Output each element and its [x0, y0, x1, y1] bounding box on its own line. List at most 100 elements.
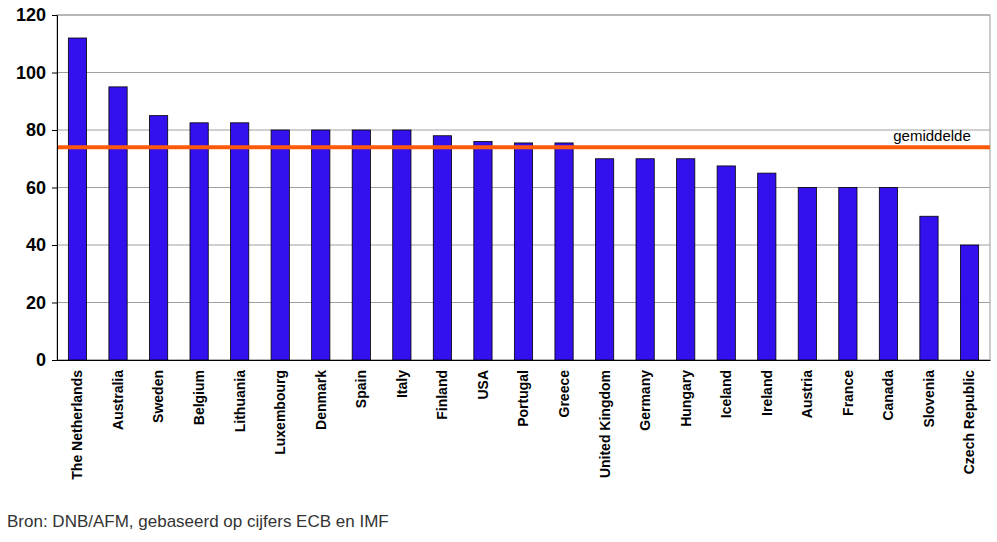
bar: [920, 216, 938, 360]
x-tick-label: Ireland: [759, 370, 775, 416]
y-tick-mark: [52, 73, 57, 74]
marks: [57, 38, 990, 360]
y-tick-label: 100: [16, 63, 46, 83]
x-tick: Ireland: [759, 360, 775, 416]
x-tick-label: Germany: [637, 370, 653, 431]
grid-line: [57, 72, 990, 73]
x-tick-label: Iceland: [718, 370, 734, 418]
y-tick-mark: [52, 303, 57, 304]
x-tick-label: Slovenia: [921, 370, 937, 428]
y-tick: 100: [16, 63, 57, 83]
y-tick-label: 60: [26, 178, 46, 198]
x-tick: Australia: [110, 360, 126, 430]
x-tick-label: Canada: [880, 370, 896, 421]
bar: [352, 130, 370, 360]
x-tick: Belgium: [191, 360, 207, 425]
y-axis: 0 20 40 60 80 100 120: [16, 5, 58, 370]
x-tick: United Kingdom: [596, 360, 612, 478]
x-tick: Austria: [799, 360, 815, 418]
bar: [312, 130, 330, 360]
bar: [758, 173, 776, 360]
x-tick-label: Austria: [799, 370, 815, 418]
x-tick-label: Hungary: [678, 370, 694, 427]
bar: [879, 188, 897, 361]
y-tick: 80: [26, 120, 57, 140]
y-tick: 60: [26, 178, 57, 198]
y-tick-label: 40: [26, 235, 46, 255]
y-axis-line: [52, 16, 58, 361]
x-tick-label: USA: [475, 370, 491, 400]
grid-line: [57, 15, 990, 16]
x-tick: Slovenia: [921, 360, 937, 428]
x-tick: Sweden: [150, 360, 166, 423]
x-tick-label: Australia: [110, 370, 126, 430]
x-tick-label: Sweden: [150, 370, 166, 423]
x-tick: Lithuania: [232, 360, 248, 432]
plot-frame: [57, 15, 990, 360]
y-tick-mark: [52, 188, 57, 189]
y-tick-label: 80: [26, 120, 46, 140]
bar: [474, 142, 492, 361]
x-axis: The Netherlands Australia Sweden Belgium Lit…: [58, 360, 991, 480]
y-tick-mark: [52, 15, 57, 16]
x-tick: Greece: [556, 360, 572, 417]
x-tick-label: France: [840, 370, 856, 416]
x-tick: Spain: [353, 360, 369, 408]
x-tick-label: United Kingdom: [596, 370, 612, 478]
bar: [960, 245, 978, 360]
bar: [595, 159, 613, 360]
y-tick-mark: [52, 130, 57, 131]
x-tick: Iceland: [718, 360, 734, 418]
x-tick: Germany: [637, 360, 653, 431]
x-tick-label: Belgium: [191, 370, 207, 425]
bar: [839, 188, 857, 361]
x-axis-line: [58, 360, 991, 361]
y-tick-label: 120: [16, 5, 46, 25]
x-tick: USA: [475, 360, 491, 400]
x-tick-label: Spain: [353, 370, 369, 408]
y-tick-label: 0: [36, 350, 46, 370]
average-label: gemiddelde: [893, 127, 971, 144]
average-line: [57, 145, 990, 149]
bar: [717, 166, 735, 360]
grid: [57, 15, 990, 360]
x-tick: France: [840, 360, 856, 416]
bar: [109, 87, 127, 360]
bar: [677, 159, 695, 360]
x-tick: Portugal: [515, 360, 531, 427]
x-tick: Canada: [880, 360, 896, 421]
bar: [636, 159, 654, 360]
y-tick: 40: [26, 235, 57, 255]
x-tick: Hungary: [678, 360, 694, 427]
bar: [433, 136, 451, 360]
x-tick: Finland: [434, 360, 450, 420]
x-tick-label: Greece: [556, 370, 572, 418]
chart: gemiddelde 0 20 40 60 80 100 120 The Netherlands…: [0, 0, 997, 542]
y-tick-mark: [52, 360, 57, 361]
y-tick: 120: [16, 5, 57, 25]
x-tick-label: The Netherlands: [69, 370, 85, 480]
y-tick-mark: [52, 245, 57, 246]
x-tick-label: Luxembourg: [272, 370, 288, 455]
x-tick-label: Czech Republic: [961, 370, 977, 474]
x-tick: The Netherlands: [69, 360, 85, 480]
bar: [798, 188, 816, 361]
bar: [231, 123, 249, 360]
x-tick-label: Italy: [394, 370, 410, 398]
y-tick: 0: [36, 350, 57, 370]
bar: [190, 123, 208, 360]
y-tick-label: 20: [26, 293, 46, 313]
bar: [393, 130, 411, 360]
bar: [555, 143, 573, 360]
y-tick: 20: [26, 293, 57, 313]
bar: [271, 130, 289, 360]
bar: [514, 143, 532, 360]
x-tick-label: Finland: [434, 370, 450, 420]
x-tick-label: Denmark: [313, 370, 329, 430]
x-tick: Czech Republic: [961, 360, 977, 474]
x-tick: Italy: [394, 360, 410, 398]
x-tick-label: Lithuania: [232, 370, 248, 432]
bar: [68, 38, 86, 360]
x-tick-label: Portugal: [515, 370, 531, 427]
x-tick: Luxembourg: [272, 360, 288, 455]
